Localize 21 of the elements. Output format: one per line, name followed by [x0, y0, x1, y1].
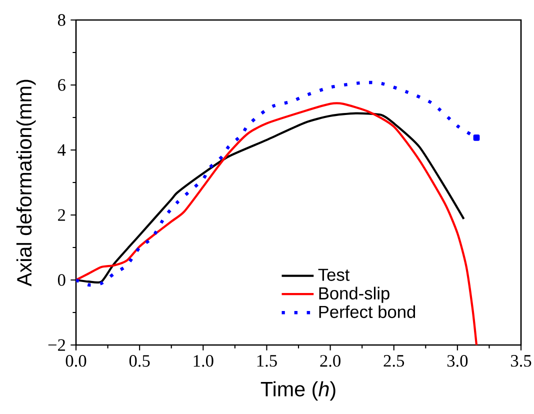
y-tick-label: 0 — [58, 274, 66, 286]
x-tick-label: 1.5 — [257, 355, 277, 367]
x-tick-label: 0.5 — [129, 355, 150, 367]
x-tick-label: 1.0 — [194, 355, 214, 367]
x-axis-title: Time (h) — [260, 381, 336, 401]
y-tick-label: −2 — [48, 339, 66, 351]
y-axis-title: Axial deformation(mm) — [16, 80, 36, 286]
legend-label: Test — [318, 268, 350, 281]
line-series — [76, 112, 465, 284]
x-tick-label: 2.5 — [384, 355, 404, 367]
line-series — [76, 102, 478, 345]
legend-label: Perfect bond — [319, 305, 416, 318]
legend-label: Bond-slip — [319, 286, 390, 303]
y-tick-label: 6 — [58, 79, 66, 91]
x-tick-label: 3.5 — [511, 355, 532, 367]
x-tick-label: 3.0 — [447, 355, 468, 367]
y-tick-label: 8 — [58, 14, 66, 26]
x-tick-label: 2.0 — [320, 355, 340, 367]
y-tick-label: 4 — [58, 144, 66, 156]
x-tick-label: 0.0 — [66, 355, 86, 367]
y-tick-label: 2 — [58, 209, 66, 221]
